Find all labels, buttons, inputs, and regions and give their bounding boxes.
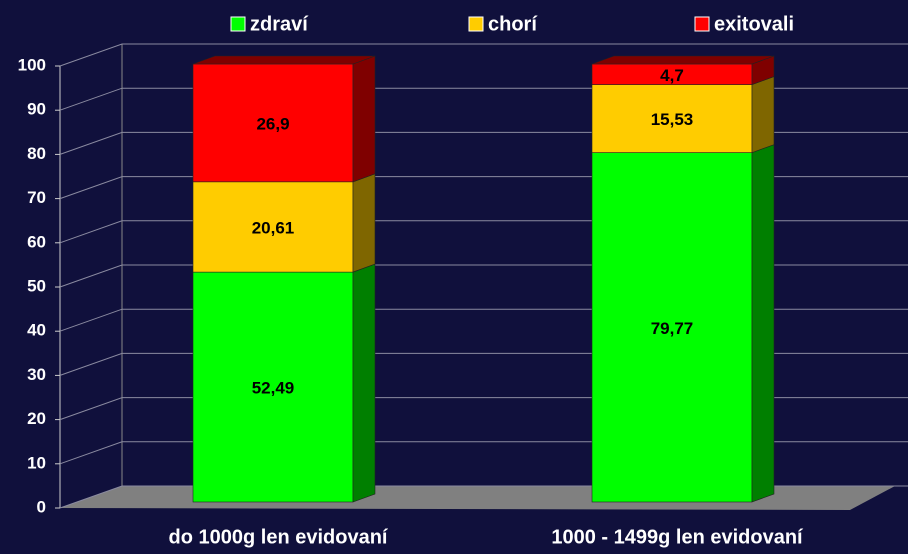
- y-tick-label: 60: [27, 232, 46, 251]
- bar-side: [352, 263, 376, 503]
- y-tick-label: 90: [27, 100, 46, 119]
- y-tick-label: 100: [18, 55, 46, 74]
- value-label: 4,7: [660, 66, 684, 85]
- legend-label: exitovali: [714, 13, 794, 35]
- bar-side: [751, 144, 775, 503]
- x-tick-label: 1000 - 1499g len evidovaní: [551, 526, 804, 548]
- value-label: 52,49: [252, 379, 295, 398]
- bar-top: [591, 55, 775, 65]
- legend-label: zdraví: [250, 13, 309, 35]
- grid-line: [59, 43, 908, 67]
- y-tick-label: 30: [27, 365, 46, 384]
- legend-swatch: [694, 16, 710, 32]
- bar-segment: [192, 181, 354, 273]
- bar-side: [352, 173, 376, 273]
- y-tick-label: 70: [27, 188, 46, 207]
- bar-segment: [192, 63, 354, 183]
- bar-side: [352, 55, 376, 183]
- y-tick-label: 40: [27, 321, 46, 340]
- value-label: 26,9: [256, 114, 289, 133]
- y-tick-label: 50: [27, 276, 46, 295]
- legend-swatch: [230, 16, 246, 32]
- legend-swatch: [468, 16, 484, 32]
- value-label: 20,61: [252, 218, 295, 237]
- bar-side: [751, 76, 775, 154]
- bar-segment: [591, 84, 753, 153]
- value-label: 15,53: [651, 110, 694, 129]
- bar-segment: [591, 152, 753, 503]
- y-tick-label: 10: [27, 453, 46, 472]
- y-tick-label: 0: [37, 497, 46, 516]
- legend-label: chorí: [488, 13, 538, 35]
- bar-segment: [192, 271, 354, 503]
- x-tick-label: do 1000g len evidovaní: [169, 526, 389, 548]
- bar-top: [192, 55, 376, 65]
- y-tick-label: 20: [27, 409, 46, 428]
- value-label: 79,77: [651, 319, 694, 338]
- y-tick-label: 80: [27, 144, 46, 163]
